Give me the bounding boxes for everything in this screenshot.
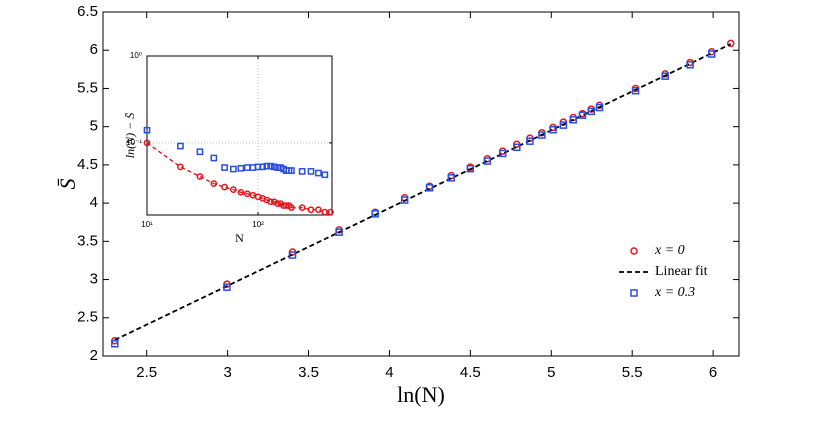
marker — [549, 125, 557, 134]
marker — [307, 168, 315, 175]
marker — [569, 116, 578, 124]
marker — [631, 86, 640, 95]
marker — [111, 340, 119, 348]
marker — [595, 103, 604, 112]
marker — [237, 188, 245, 196]
marker — [221, 183, 228, 191]
plot-area — [147, 56, 332, 215]
marker — [335, 228, 343, 236]
marker — [243, 190, 251, 198]
legend-label: x = 0 — [654, 243, 685, 258]
marker — [267, 198, 275, 206]
marker — [143, 139, 151, 147]
marker — [483, 157, 492, 165]
series-layer — [143, 126, 334, 216]
marker — [288, 167, 295, 174]
marker — [327, 208, 334, 216]
marker — [686, 60, 694, 69]
marker — [315, 206, 322, 214]
y-axis-label: ln(N) − S̄ — [123, 113, 137, 158]
x-tick-label: 5.5 — [622, 364, 643, 381]
marker — [177, 163, 184, 171]
marker — [315, 169, 322, 177]
marker — [274, 200, 281, 207]
marker — [288, 204, 295, 211]
axes-frame — [146, 55, 333, 216]
marker — [196, 148, 204, 156]
y-tick-label: 10⁻¹ — [126, 138, 142, 147]
y-axis-label: S̄ — [55, 178, 80, 189]
y-tick-label: 5 — [90, 118, 98, 135]
marker — [587, 107, 595, 116]
marker — [210, 180, 218, 187]
marker — [513, 143, 521, 152]
y-tick-label: 3 — [90, 271, 98, 288]
marker — [263, 162, 271, 170]
marker — [298, 168, 306, 175]
y-tick-label: 10⁰ — [130, 51, 142, 60]
y-tick-label: 6.5 — [77, 3, 98, 20]
marker — [210, 154, 218, 162]
series-layer — [111, 39, 735, 348]
marker — [726, 39, 735, 48]
marker — [143, 126, 151, 134]
marker — [559, 121, 568, 129]
x-tick-label: 4 — [385, 364, 393, 381]
marker — [230, 186, 237, 193]
x-tick-label: 2.5 — [136, 364, 157, 381]
y-tick-label: 2 — [90, 347, 98, 364]
marker — [221, 164, 228, 171]
x-axis-label: ln(N) — [397, 382, 445, 407]
marker — [661, 72, 669, 80]
legend-swatch — [630, 247, 638, 255]
marker — [425, 184, 434, 192]
x-tick-label: 4.5 — [460, 364, 481, 381]
marker — [498, 149, 507, 158]
y-tick-label: 3.5 — [77, 232, 98, 249]
marker — [538, 131, 546, 139]
x-tick-label: 3.5 — [298, 364, 319, 381]
legend-label: Linear fit — [655, 264, 708, 279]
marker — [298, 204, 306, 211]
y-tick-label: 4 — [90, 194, 98, 211]
marker — [447, 174, 456, 182]
marker — [259, 163, 266, 171]
x-tick-label: 6 — [709, 364, 717, 381]
legend-label: x = 0.3 — [654, 285, 695, 300]
x-tick-label: 10² — [252, 220, 264, 229]
marker — [707, 50, 716, 58]
marker — [307, 206, 315, 214]
marker — [288, 251, 297, 259]
marker — [371, 210, 379, 218]
line — [146, 142, 331, 213]
marker — [223, 283, 231, 291]
x-tick-label: 10¹ — [141, 220, 153, 229]
marker — [321, 171, 329, 179]
marker — [230, 165, 237, 173]
marker — [466, 164, 475, 173]
marker — [237, 164, 245, 172]
y-tick-label: 4.5 — [77, 156, 98, 173]
marker — [177, 142, 184, 150]
x-tick-label: 3 — [223, 364, 231, 381]
axes-frame — [102, 11, 740, 357]
marker — [578, 111, 587, 119]
line — [114, 43, 732, 341]
y-tick-label: 5.5 — [77, 79, 98, 96]
x-tick-label: 5 — [547, 364, 555, 381]
legend-swatch — [630, 289, 638, 297]
marker — [526, 137, 534, 145]
y-tick-label: 2.5 — [77, 309, 98, 326]
marker — [400, 196, 409, 204]
x-axis-label: N — [235, 231, 244, 245]
y-tick-label: 6 — [90, 41, 98, 58]
marker — [267, 162, 275, 170]
marker — [196, 173, 204, 180]
